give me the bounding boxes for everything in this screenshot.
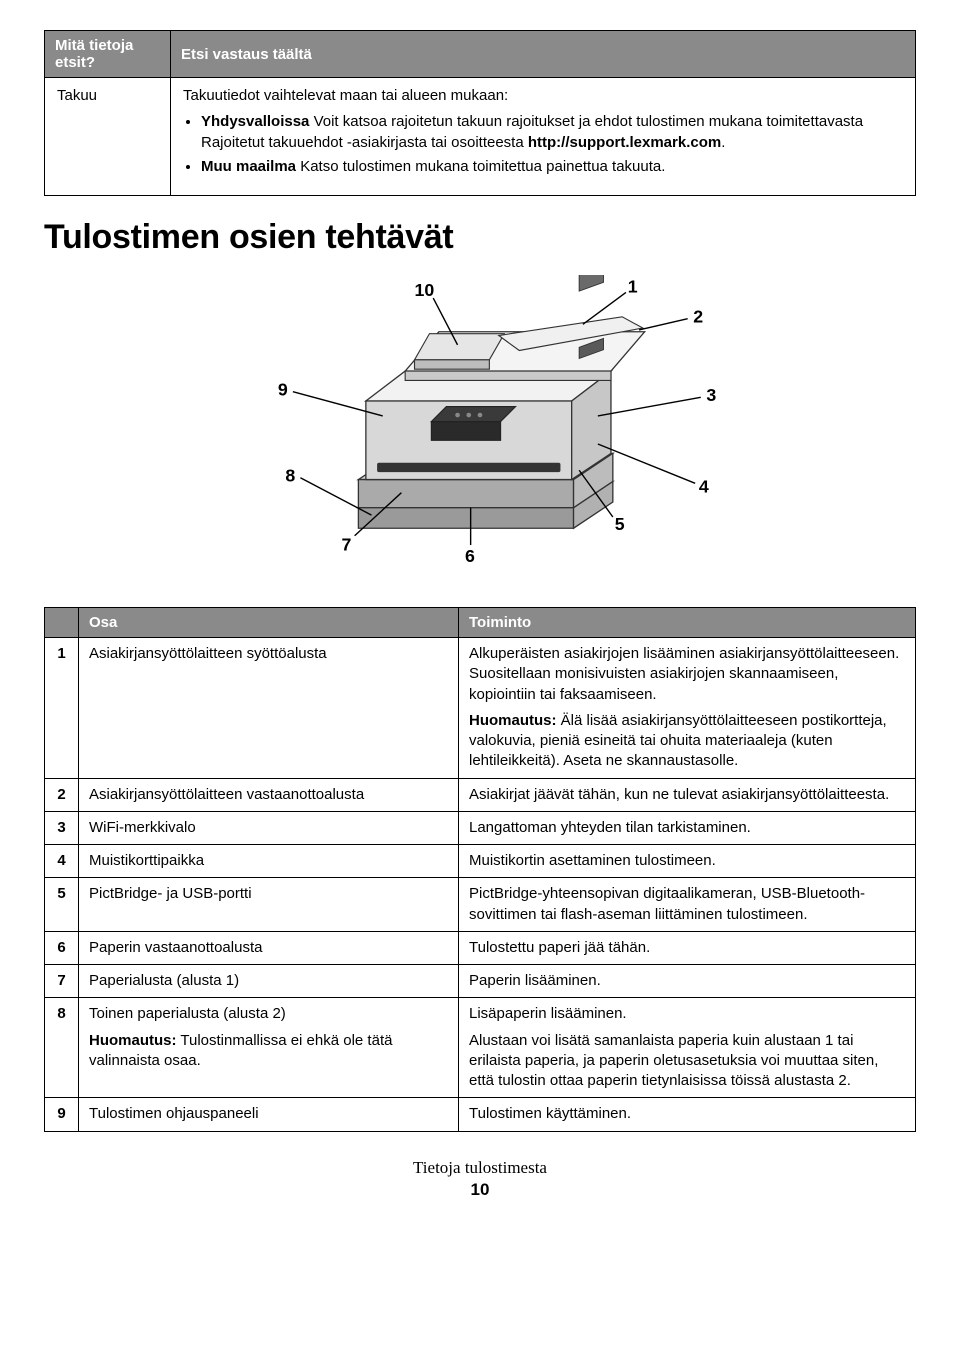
row1-num: 1 — [45, 638, 79, 779]
row7-num: 7 — [45, 965, 79, 998]
row9-num: 9 — [45, 1098, 79, 1131]
row2-num: 2 — [45, 778, 79, 811]
row1-toiminto-p1: Alkuperäisten asiakirjojen lisääminen as… — [469, 644, 905, 705]
parts-row-8: 8 Toinen paperialusta (alusta 2) Huomaut… — [45, 998, 916, 1098]
row8-osa-note-label: Huomautus: — [89, 1032, 177, 1049]
bullet2-rest: Katso tulostimen mukana toimitettua pain… — [296, 158, 665, 175]
printer-diagram: 1 2 3 4 5 6 7 8 9 10 — [44, 275, 916, 589]
parts-row-9: 9 Tulostimen ohjauspaneeli Tulostimen kä… — [45, 1098, 916, 1131]
info-bullets: Yhdysvalloissa Voit katsoa rajoitetun ta… — [183, 112, 903, 177]
row7-toiminto: Paperin lisääminen. — [459, 965, 916, 998]
row6-osa: Paperin vastaanottoalusta — [79, 931, 459, 964]
footer-title: Tietoja tulostimesta — [44, 1158, 916, 1178]
diagram-label-6: 6 — [465, 546, 475, 566]
row8-osa-line1: Toinen paperialusta (alusta 2) — [89, 1004, 448, 1024]
row2-toiminto: Asiakirjat jäävät tähän, kun ne tulevat … — [459, 778, 916, 811]
row8-toiminto-p1: Lisäpaperin lisääminen. — [469, 1004, 905, 1024]
row5-num: 5 — [45, 878, 79, 932]
bullet1-end: . — [721, 134, 725, 151]
parts-row-6: 6 Paperin vastaanottoalusta Tulostettu p… — [45, 931, 916, 964]
row1-osa: Asiakirjansyöttölaitteen syöttöalusta — [79, 638, 459, 779]
diagram-label-8: 8 — [285, 465, 295, 485]
info-row: Takuu Takuutiedot vaihtelevat maan tai a… — [45, 78, 916, 196]
row3-num: 3 — [45, 811, 79, 844]
bullet1-url: http://support.lexmark.com — [528, 134, 721, 151]
row7-osa: Paperialusta (alusta 1) — [79, 965, 459, 998]
row3-osa: WiFi-merkkivalo — [79, 811, 459, 844]
diagram-label-1: 1 — [628, 276, 638, 296]
row4-num: 4 — [45, 845, 79, 878]
row8-osa: Toinen paperialusta (alusta 2) Huomautus… — [79, 998, 459, 1098]
page-footer: Tietoja tulostimesta 10 — [44, 1158, 916, 1200]
parts-row-4: 4 Muistikorttipaikka Muistikortin asetta… — [45, 845, 916, 878]
row4-osa: Muistikorttipaikka — [79, 845, 459, 878]
diagram-label-5: 5 — [615, 514, 625, 534]
row8-osa-note: Huomautus: Tulostinmallissa ei ehkä ole … — [89, 1031, 448, 1072]
info-header-answer: Etsi vastaus täältä — [171, 31, 916, 78]
parts-header-num — [45, 608, 79, 638]
row6-num: 6 — [45, 931, 79, 964]
row2-osa: Asiakirjansyöttölaitteen vastaanottoalus… — [79, 778, 459, 811]
row1-note-label: Huomautus: — [469, 712, 557, 729]
row3-toiminto: Langattoman yhteyden tilan tarkistaminen… — [459, 811, 916, 844]
parts-row-3: 3 WiFi-merkkivalo Langattoman yhteyden t… — [45, 811, 916, 844]
diagram-label-2: 2 — [693, 306, 703, 326]
diagram-label-10: 10 — [415, 280, 435, 300]
row5-osa: PictBridge- ja USB-portti — [79, 878, 459, 932]
diagram-label-3: 3 — [706, 385, 716, 405]
info-bullet-2: Muu maailma Katso tulostimen mukana toim… — [201, 157, 903, 177]
parts-row-7: 7 Paperialusta (alusta 1) Paperin lisääm… — [45, 965, 916, 998]
parts-header-toiminto: Toiminto — [459, 608, 916, 638]
printer-svg: 1 2 3 4 5 6 7 8 9 10 — [190, 275, 770, 585]
info-row-left: Takuu — [45, 78, 171, 196]
row6-toiminto: Tulostettu paperi jää tähän. — [459, 931, 916, 964]
diagram-label-4: 4 — [699, 477, 709, 497]
parts-header-osa: Osa — [79, 608, 459, 638]
parts-row-2: 2 Asiakirjansyöttölaitteen vastaanottoal… — [45, 778, 916, 811]
diagram-label-7: 7 — [342, 535, 352, 555]
row8-num: 8 — [45, 998, 79, 1098]
row9-toiminto: Tulostimen käyttäminen. — [459, 1098, 916, 1131]
row8-toiminto-p2: Alustaan voi lisätä samanlaista paperia … — [469, 1031, 905, 1092]
info-intro: Takuutiedot vaihtelevat maan tai alueen … — [183, 86, 903, 106]
section-title: Tulostimen osien tehtävät — [44, 218, 916, 257]
parts-row-1: 1 Asiakirjansyöttölaitteen syöttöalusta … — [45, 638, 916, 779]
row1-toiminto-note: Huomautus: Älä lisää asiakirjansyöttölai… — [469, 711, 905, 772]
info-table: Mitä tietoja etsit? Etsi vastaus täältä … — [44, 30, 916, 196]
info-header-question: Mitä tietoja etsit? — [45, 31, 171, 78]
row1-toiminto: Alkuperäisten asiakirjojen lisääminen as… — [459, 638, 916, 779]
row8-toiminto: Lisäpaperin lisääminen. Alustaan voi lis… — [459, 998, 916, 1098]
info-row-right: Takuutiedot vaihtelevat maan tai alueen … — [171, 78, 916, 196]
parts-table: Osa Toiminto 1 Asiakirjansyöttölaitteen … — [44, 607, 916, 1132]
diagram-label-9: 9 — [278, 379, 288, 399]
bullet1-prefix: Yhdysvalloissa — [201, 113, 309, 130]
info-bullet-1: Yhdysvalloissa Voit katsoa rajoitetun ta… — [201, 112, 903, 153]
bullet2-prefix: Muu maailma — [201, 158, 296, 175]
parts-row-5: 5 PictBridge- ja USB-portti PictBridge-y… — [45, 878, 916, 932]
row4-toiminto: Muistikortin asettaminen tulostimeen. — [459, 845, 916, 878]
row9-osa: Tulostimen ohjauspaneeli — [79, 1098, 459, 1131]
row5-toiminto: PictBridge-yhteensopivan digitaalikamera… — [459, 878, 916, 932]
footer-page: 10 — [44, 1180, 916, 1200]
